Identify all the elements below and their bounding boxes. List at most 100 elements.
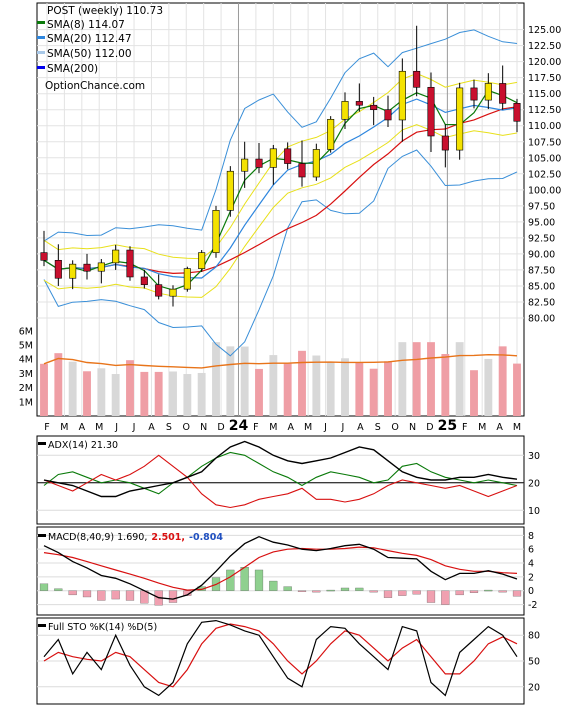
adx-minus-di-line <box>43 454 518 509</box>
volume-bar <box>140 371 149 416</box>
sto-swatch <box>38 624 46 627</box>
month-label: F <box>462 422 467 433</box>
candle-body <box>441 135 449 151</box>
macd-histogram-bar <box>498 590 507 593</box>
macd-gridline-label: 0 <box>528 586 534 597</box>
month-label: J <box>114 422 118 433</box>
sto-gridline-label: 80 <box>528 631 540 642</box>
macd-histogram-bar <box>68 590 77 596</box>
macd-histogram-bar <box>97 590 106 601</box>
price-grid <box>37 3 524 416</box>
sto-grid <box>37 634 524 688</box>
macd-histogram-bar <box>240 567 249 591</box>
macd-value-1: MACD(8,40,9) 1.690, <box>48 532 147 543</box>
candle-body <box>241 158 249 172</box>
candle-body <box>284 148 292 164</box>
macd-histogram-bar <box>398 590 407 596</box>
month-label: O <box>391 422 398 433</box>
sto-lines <box>43 619 518 697</box>
candle-body <box>298 163 306 178</box>
volume-bar <box>369 368 378 416</box>
sma8-line <box>43 89 518 291</box>
legend-sma50: SMA(50) 112.00 <box>47 48 132 60</box>
volume-bar <box>355 362 364 416</box>
macd-histogram-bar <box>254 569 264 591</box>
candle-body <box>212 210 220 253</box>
volume-bar <box>83 371 91 416</box>
envelope-lower-line <box>43 124 518 298</box>
macd-lines <box>43 535 518 600</box>
macd-histogram-bar <box>441 590 450 605</box>
price-tick-label: 90.00 <box>528 249 555 260</box>
volume-bar <box>470 370 478 416</box>
volume-axis: 6M 5M 4M 3M 2M 1M <box>19 326 33 408</box>
candle-body <box>183 268 191 290</box>
month-label: D <box>217 422 224 433</box>
month-label: D <box>426 422 433 433</box>
volume-tick-label: 1M <box>19 397 33 408</box>
volume-bar <box>326 362 335 416</box>
macd-histogram-bar <box>54 588 63 591</box>
month-label: J <box>323 422 327 433</box>
month-label: A <box>496 422 503 433</box>
volume-tick-label: 5M <box>19 341 33 352</box>
candle-body <box>499 83 507 104</box>
month-label: J <box>132 422 136 433</box>
volume-bar <box>341 358 349 416</box>
volume-bar <box>40 363 48 416</box>
macd-histogram-bar <box>412 590 421 595</box>
macd-histogram-bar <box>312 590 321 593</box>
month-label: A <box>148 422 155 433</box>
month-label: A <box>287 422 294 433</box>
adx-line <box>43 440 518 498</box>
price-tick-label: 120.00 <box>528 57 561 68</box>
bollinger-upper-line <box>43 29 518 242</box>
candle-body <box>312 149 320 178</box>
macd-histogram-bar <box>183 590 192 596</box>
price-tick-label: 105.00 <box>528 153 561 164</box>
volume-bar <box>126 360 134 416</box>
month-label: 25 <box>438 418 457 434</box>
legend-sma8: SMA(8) 114.07 <box>47 19 125 31</box>
candle-body <box>97 262 105 272</box>
sto-axis: 80 50 20 <box>528 631 540 694</box>
candle-body <box>370 104 378 111</box>
legend-swatch-sma20 <box>37 36 45 39</box>
candle-body <box>484 83 492 101</box>
volume-bar <box>484 358 493 416</box>
macd-label: MACD(8,40,9) 1.690, 2.501, -0.804 <box>48 532 223 543</box>
macd-gridline-label: 4 <box>528 559 534 570</box>
candle-body <box>513 103 521 122</box>
macd-histogram-bar <box>283 586 292 591</box>
month-label: M <box>95 422 103 433</box>
candle-body <box>413 70 421 88</box>
price-tick-label: 125.00 <box>528 25 561 36</box>
price-tick-label: 117.50 <box>528 73 561 84</box>
month-label: S <box>375 422 381 433</box>
macd-histogram-bar <box>369 590 378 593</box>
sto-panel: Full STO %K(14) %D(5) 80 50 20 <box>36 617 540 705</box>
candle-body <box>456 87 464 151</box>
price-tick-label: 115.00 <box>528 89 561 100</box>
volume-bar <box>240 346 249 416</box>
price-tick-label: 95.00 <box>528 217 555 228</box>
watermark: OptionChance.com <box>45 80 145 92</box>
sto-gridline-label: 20 <box>528 682 540 693</box>
volume-bar <box>498 346 507 416</box>
candle-body <box>140 276 148 285</box>
volume-bar <box>97 368 106 416</box>
macd-histogram-bar <box>340 587 350 591</box>
price-tick-label: 112.50 <box>528 105 561 116</box>
volume-bar <box>111 374 120 416</box>
macd-gridline-label: 6 <box>528 545 534 556</box>
adx-gridline-label: 20 <box>528 478 540 489</box>
volume-bar <box>68 361 77 416</box>
candle-body <box>155 284 163 297</box>
adx-lines <box>37 440 524 509</box>
volume-bar <box>398 342 407 416</box>
month-label: F <box>44 422 49 433</box>
volume-bar <box>427 342 435 416</box>
sto-gridline-label: 50 <box>528 657 540 668</box>
macd-value-2: 2.501, <box>151 532 185 543</box>
time-axis: F M A M J J A S O N D 24 F M A M J J A S O N D 25 F M A M <box>44 418 521 434</box>
